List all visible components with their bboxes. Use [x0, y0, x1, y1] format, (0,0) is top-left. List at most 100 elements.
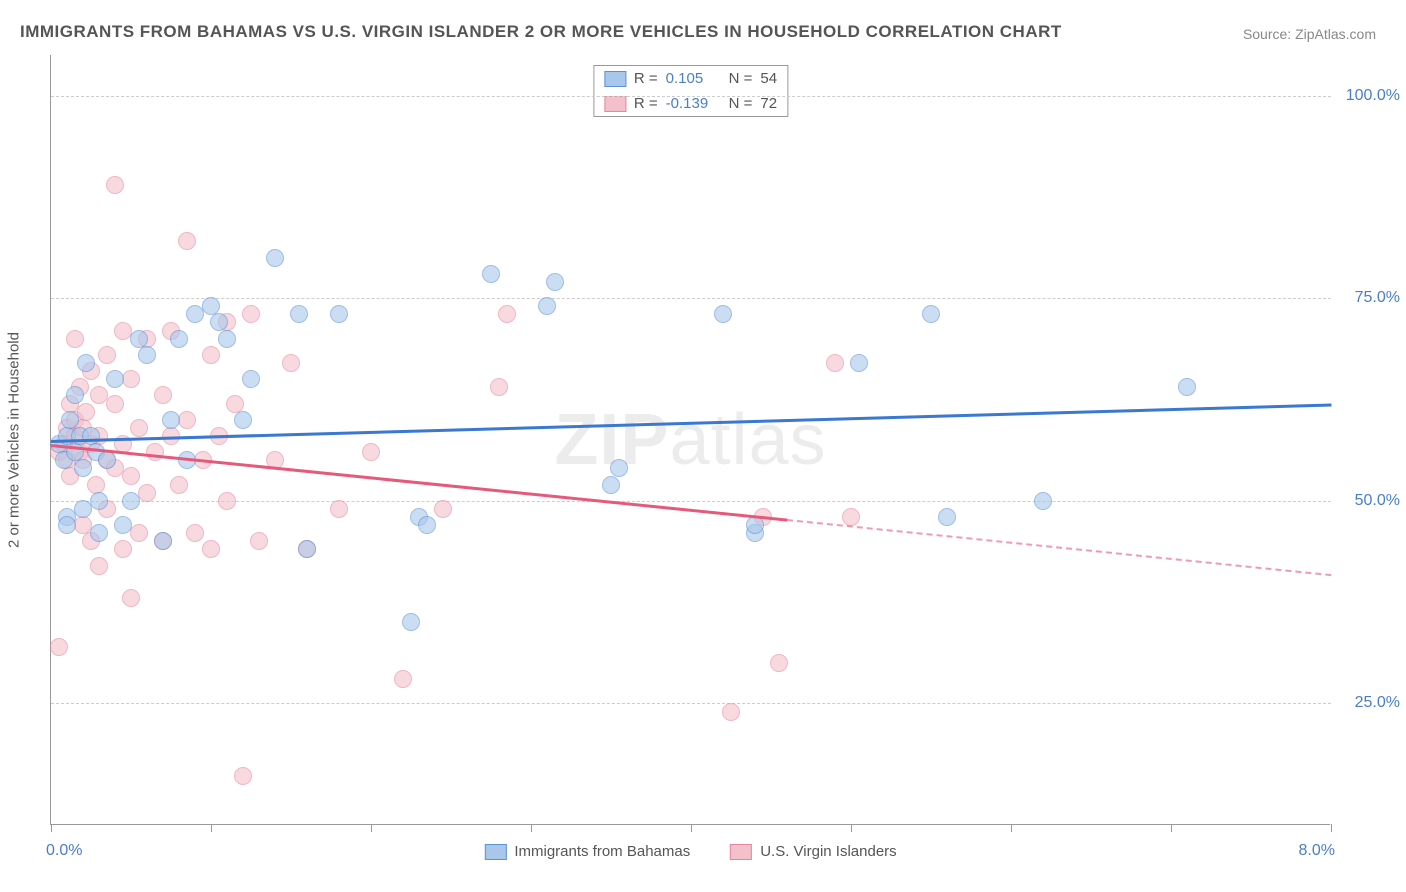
x-axis-min-label: 0.0% [46, 842, 82, 860]
scatter-point [50, 638, 68, 656]
scatter-point [202, 346, 220, 364]
x-axis-max-label: 8.0% [1299, 842, 1335, 860]
x-tick [371, 824, 372, 832]
scatter-point [538, 297, 556, 315]
scatter-point [242, 370, 260, 388]
scatter-point [170, 330, 188, 348]
scatter-point [77, 403, 95, 421]
scatter-point [90, 557, 108, 575]
scatter-point [298, 540, 316, 558]
scatter-point [138, 346, 156, 364]
scatter-point [714, 305, 732, 323]
scatter-point [87, 476, 105, 494]
scatter-point [482, 265, 500, 283]
scatter-point [106, 370, 124, 388]
scatter-point [842, 508, 860, 526]
legend-r-label: R = [634, 95, 658, 112]
y-tick-label: 50.0% [1340, 492, 1400, 510]
scatter-point [66, 330, 84, 348]
scatter-point [722, 703, 740, 721]
x-tick [51, 824, 52, 832]
legend-swatch-blue [604, 71, 626, 87]
scatter-point [98, 451, 116, 469]
legend-r-label: R = [634, 70, 658, 87]
legend-swatch-pink [604, 96, 626, 112]
x-tick [211, 824, 212, 832]
chart-container: 2 or more Vehicles in Household ZIPatlas… [50, 55, 1330, 825]
scatter-point [418, 516, 436, 534]
scatter-point [106, 176, 124, 194]
trend-line-extrapolated [787, 519, 1331, 576]
scatter-point [66, 386, 84, 404]
scatter-point [61, 411, 79, 429]
correlation-legend: R = 0.105 N = 54 R = -0.139 N = 72 [593, 65, 788, 117]
scatter-point [362, 443, 380, 461]
legend-row-series-0: R = 0.105 N = 54 [594, 66, 787, 91]
scatter-point [746, 516, 764, 534]
scatter-point [546, 273, 564, 291]
scatter-point [242, 305, 260, 323]
scatter-point [82, 427, 100, 445]
scatter-point [154, 532, 172, 550]
scatter-point [146, 443, 164, 461]
scatter-point [106, 395, 124, 413]
scatter-point [130, 524, 148, 542]
gridline [51, 298, 1331, 299]
scatter-point [234, 411, 252, 429]
scatter-point [218, 330, 236, 348]
scatter-point [154, 386, 172, 404]
scatter-point [770, 654, 788, 672]
scatter-point [266, 249, 284, 267]
y-tick-label: 25.0% [1340, 694, 1400, 712]
scatter-point [122, 589, 140, 607]
scatter-point [90, 492, 108, 510]
x-tick [531, 824, 532, 832]
scatter-point [122, 467, 140, 485]
scatter-point [234, 767, 252, 785]
scatter-point [1178, 378, 1196, 396]
plot-area: ZIPatlas R = 0.105 N = 54 R = -0.139 N =… [50, 55, 1330, 825]
scatter-point [186, 524, 204, 542]
scatter-point [218, 492, 236, 510]
scatter-point [250, 532, 268, 550]
gridline [51, 703, 1331, 704]
source-attribution: Source: ZipAtlas.com [1243, 26, 1376, 42]
scatter-point [938, 508, 956, 526]
series-legend: Immigrants from Bahamas U.S. Virgin Isla… [484, 843, 896, 860]
scatter-point [114, 516, 132, 534]
y-axis-title: 2 or more Vehicles in Household [6, 332, 23, 548]
scatter-point [170, 476, 188, 494]
legend-r-value: -0.139 [666, 95, 721, 112]
gridline [51, 96, 1331, 97]
gridline [51, 501, 1331, 502]
scatter-point [90, 524, 108, 542]
x-tick [1011, 824, 1012, 832]
legend-item-bahamas: Immigrants from Bahamas [484, 843, 690, 860]
scatter-point [330, 305, 348, 323]
x-tick [851, 824, 852, 832]
scatter-point [394, 670, 412, 688]
scatter-point [610, 459, 628, 477]
scatter-point [826, 354, 844, 372]
scatter-point [178, 411, 196, 429]
legend-label: Immigrants from Bahamas [514, 843, 690, 860]
scatter-point [602, 476, 620, 494]
scatter-point [290, 305, 308, 323]
scatter-point [77, 354, 95, 372]
scatter-point [282, 354, 300, 372]
scatter-point [178, 232, 196, 250]
scatter-point [162, 411, 180, 429]
y-tick-label: 100.0% [1340, 87, 1400, 105]
x-tick [691, 824, 692, 832]
legend-swatch-blue [484, 844, 506, 860]
scatter-point [498, 305, 516, 323]
scatter-point [122, 370, 140, 388]
legend-n-value: 54 [760, 70, 777, 87]
scatter-point [490, 378, 508, 396]
scatter-point [122, 492, 140, 510]
legend-n-label: N = [729, 70, 753, 87]
scatter-point [98, 346, 116, 364]
scatter-point [850, 354, 868, 372]
legend-item-virgin-islanders: U.S. Virgin Islanders [730, 843, 896, 860]
scatter-point [114, 540, 132, 558]
